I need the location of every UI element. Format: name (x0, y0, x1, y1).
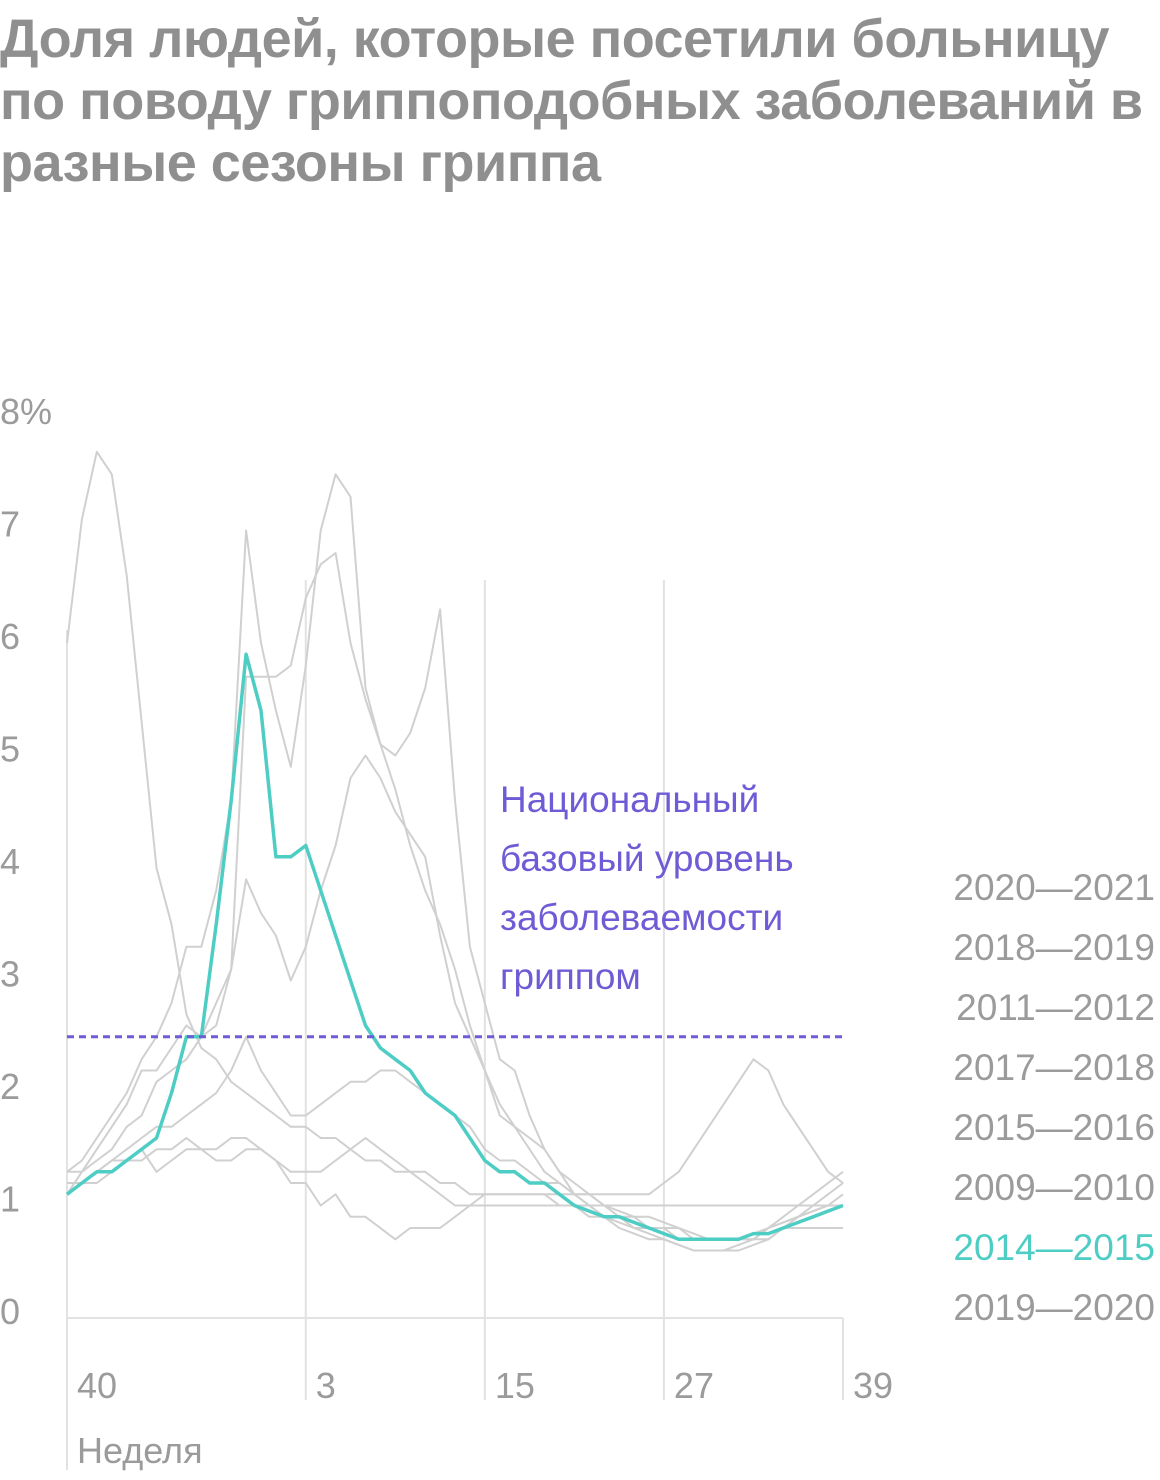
legend-item-2017—2018: 2017—2018 (953, 1047, 1155, 1088)
vertical-grid (66, 580, 844, 1470)
baseline-label-line: гриппом (500, 956, 641, 997)
series-line-2015—2016 (67, 1035, 844, 1241)
y-tick-8: 8% (0, 391, 52, 432)
series-line-2020—2021 (66, 1148, 843, 1241)
x-tick-40: 40 (77, 1365, 117, 1406)
legend-item-2011—2012: 2011—2012 (956, 987, 1155, 1028)
series-line-2011—2012 (67, 1137, 843, 1207)
y-tick-5: 5 (0, 729, 20, 770)
y-tick-2: 2 (0, 1066, 20, 1107)
y-tick-4: 4 (0, 841, 20, 882)
x-axis-tick-labels: 40 3 15 27 39 (77, 1365, 893, 1406)
legend-item-2018—2019: 2018—2019 (953, 927, 1155, 968)
series-lines (65, 450, 844, 1252)
legend-item-2020—2021: 2020—2021 (953, 867, 1155, 908)
chart-title: Доля людей, которые посетили больницу по… (0, 9, 1143, 193)
y-axis-tick-labels: 8% 7 6 5 4 3 2 1 0 (0, 391, 52, 1332)
series-line-2009—2010 (66, 450, 844, 1196)
legend-item-2015—2016: 2015—2016 (953, 1107, 1155, 1148)
series-line-2014—2015 (65, 652, 844, 1242)
y-tick-6: 6 (0, 616, 20, 657)
baseline-label-line: базовый уровень (500, 838, 794, 879)
baseline-label-line: заболеваемости (500, 897, 783, 938)
y-tick-0: 0 (0, 1291, 20, 1332)
legend-item-2014—2015: 2014—2015 (953, 1227, 1155, 1268)
series-line-2019—2020 (66, 473, 844, 1252)
x-tick-15: 15 (495, 1365, 535, 1406)
y-tick-7: 7 (0, 504, 20, 545)
baseline-label-line: Национальный (500, 779, 759, 820)
legend-item-2009—2010: 2009—2010 (953, 1167, 1155, 1208)
x-tick-39: 39 (853, 1365, 893, 1406)
legend: 2020—2021 2018—2019 2011—2012 2017—2018 2015… (953, 867, 1155, 1328)
x-tick-3: 3 (316, 1365, 336, 1406)
national-baseline-label: Национальный базовый уровень заболеваемост… (500, 779, 794, 997)
legend-item-2019—2020: 2019—2020 (953, 1287, 1155, 1328)
y-tick-1: 1 (0, 1179, 20, 1220)
y-tick-3: 3 (0, 954, 20, 995)
x-tick-27: 27 (674, 1365, 714, 1406)
x-axis-label: Неделя (77, 1430, 203, 1471)
